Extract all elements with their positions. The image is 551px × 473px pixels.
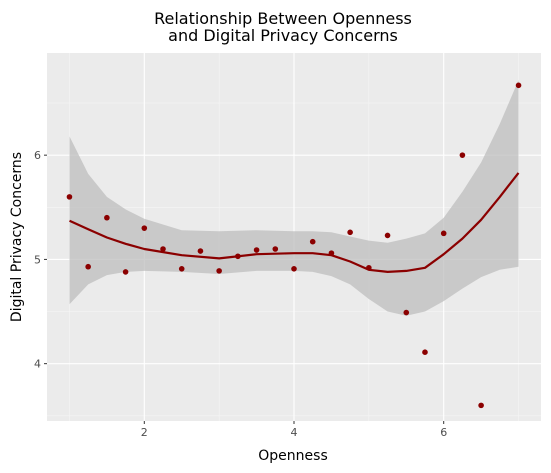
data-point <box>478 402 484 409</box>
data-point <box>104 214 110 221</box>
data-point <box>422 349 428 355</box>
data-point <box>440 230 447 237</box>
y-tick-label: 4 <box>34 358 41 371</box>
data-point <box>235 253 241 260</box>
y-tick-label: 5 <box>34 253 41 266</box>
data-point <box>347 229 353 236</box>
data-point <box>328 250 335 256</box>
x-axis-ticks: 2 4 6 <box>141 421 447 439</box>
data-point <box>216 268 222 274</box>
data-point <box>384 232 391 239</box>
y-axis-ticks: 4 5 6 <box>34 149 47 371</box>
data-point <box>66 194 73 200</box>
data-point <box>197 248 204 254</box>
chart-title-line1: Relationship Between Openness <box>154 9 412 28</box>
data-point <box>291 265 297 272</box>
x-tick-label: 4 <box>291 426 298 439</box>
data-point <box>459 152 466 158</box>
x-axis-title: Openness <box>258 448 327 464</box>
chart-title-line2: and Digital Privacy Concerns <box>168 26 398 45</box>
confidence-band <box>69 80 519 316</box>
x-tick-label: 6 <box>440 426 447 439</box>
y-tick-label: 6 <box>34 149 41 162</box>
data-point <box>122 269 129 275</box>
data-point <box>403 309 410 316</box>
data-point <box>253 247 260 253</box>
data-point <box>141 225 148 231</box>
y-axis-title: Digital Privacy Concerns <box>9 152 25 322</box>
data-point <box>160 246 166 252</box>
data-point <box>178 265 185 272</box>
data-point <box>515 82 522 89</box>
data-points <box>66 82 522 409</box>
data-point <box>366 264 372 271</box>
data-point <box>309 238 316 245</box>
data-point <box>85 263 91 270</box>
x-tick-label: 2 <box>141 426 148 439</box>
data-point <box>272 246 279 252</box>
